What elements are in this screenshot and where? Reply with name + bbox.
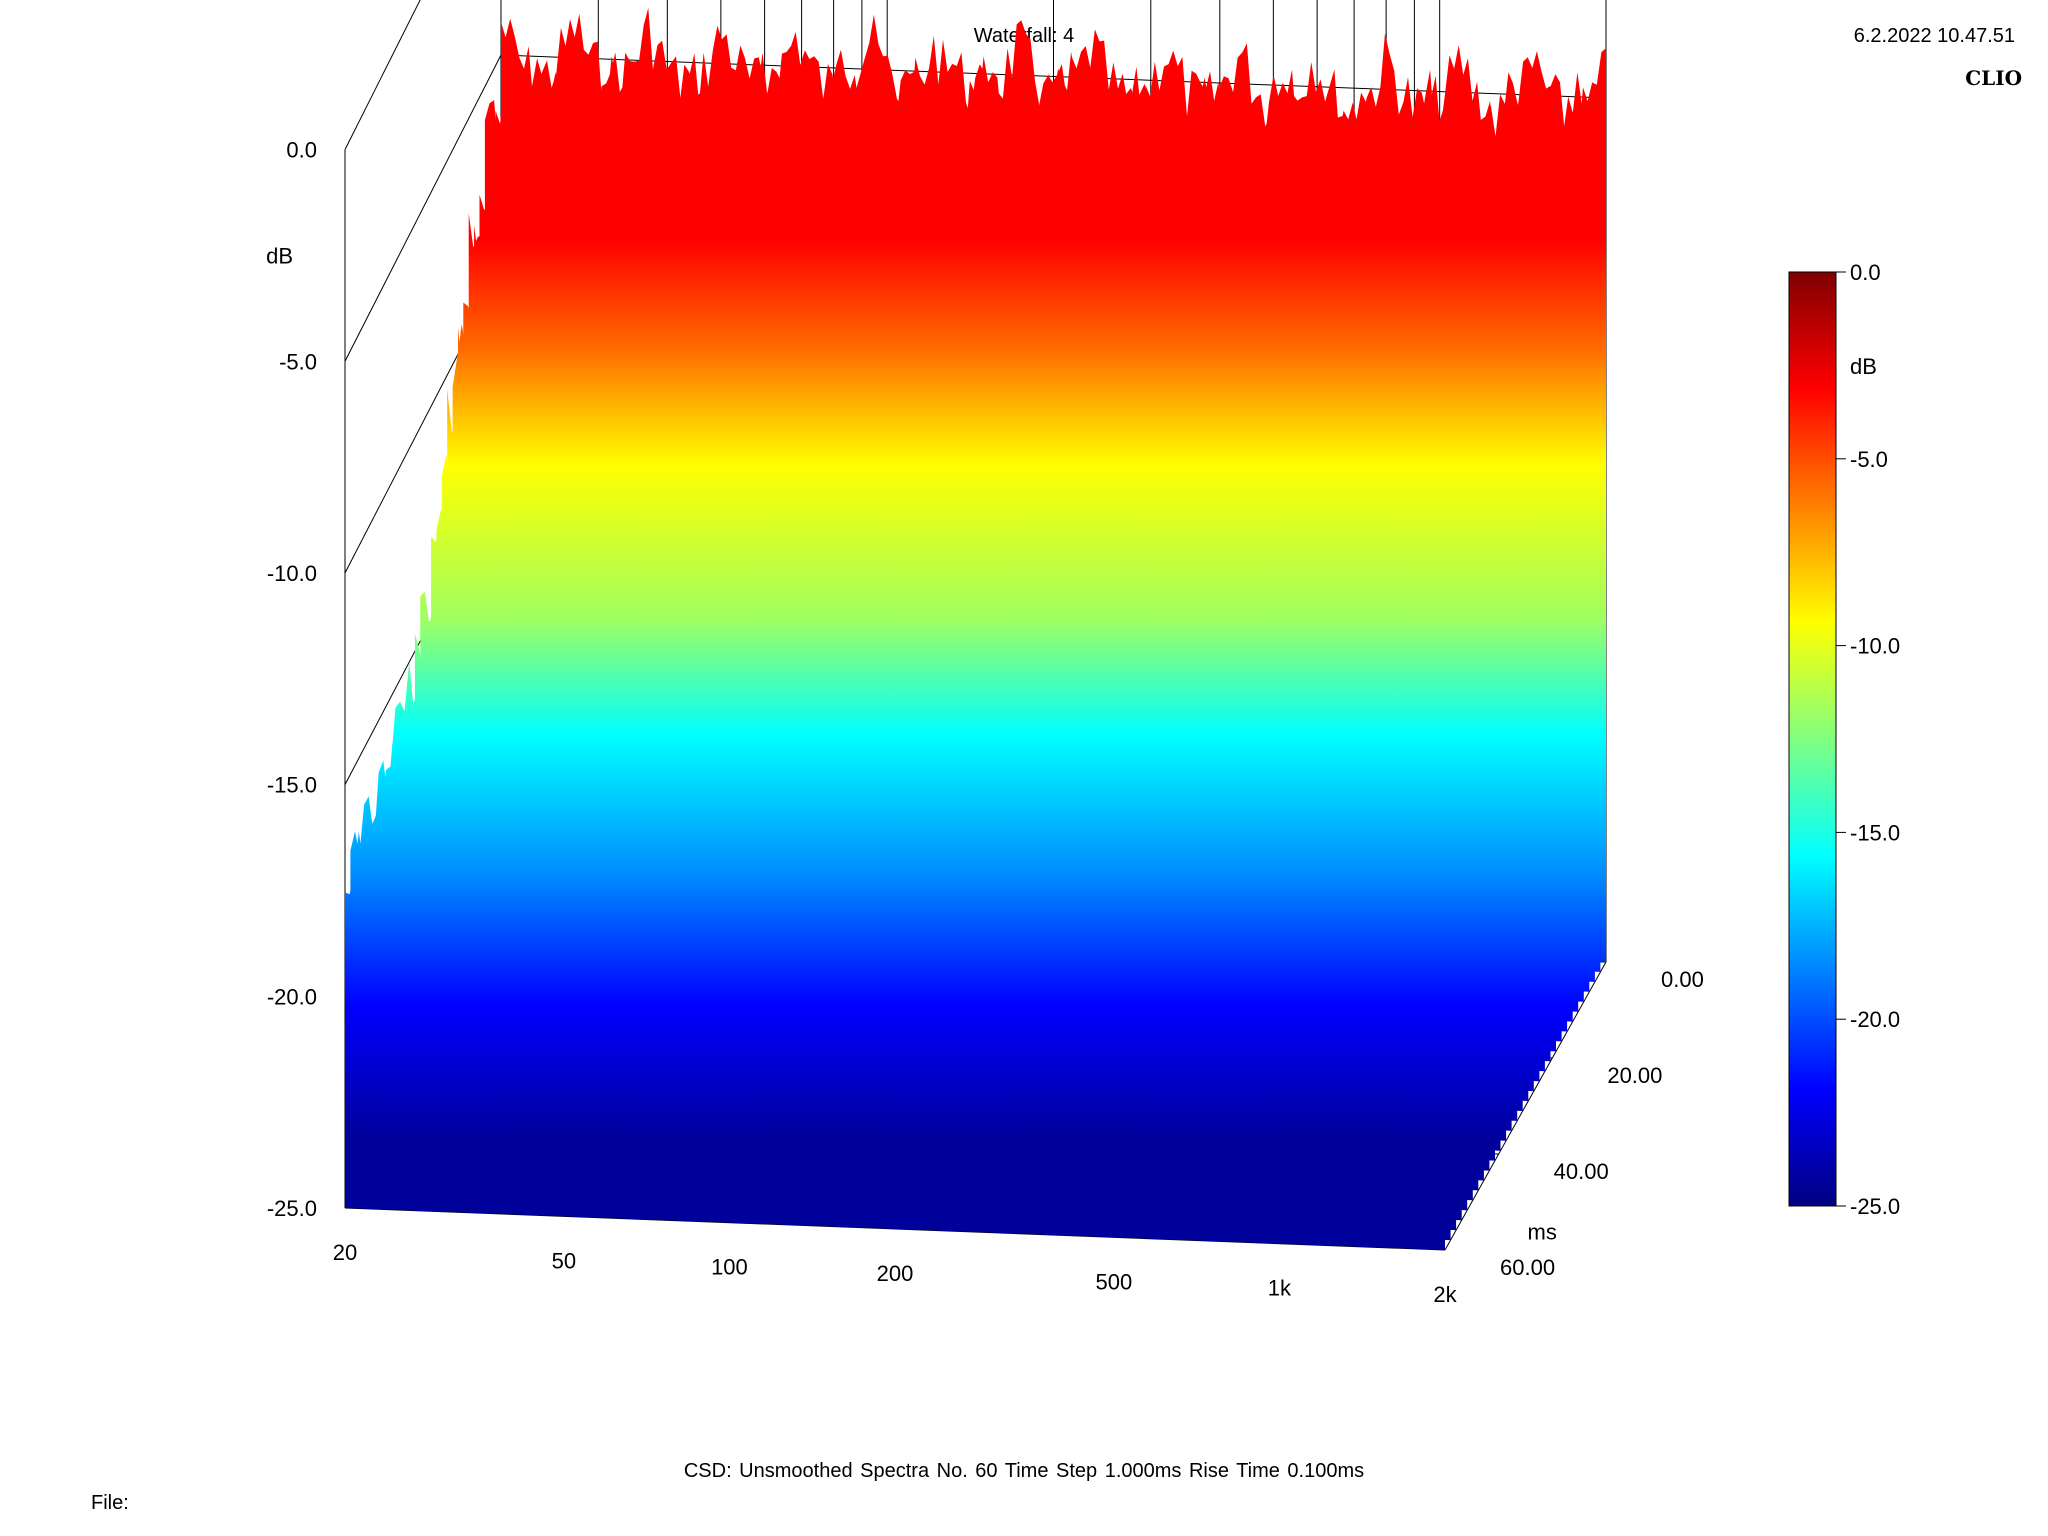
y-axis-unit: dB xyxy=(266,243,293,268)
x-tick-label: 50 xyxy=(552,1248,576,1273)
z-axis-unit: ms xyxy=(1528,1220,1557,1245)
x-tick-label: 200 xyxy=(877,1261,914,1286)
colorbar-unit: dB xyxy=(1850,354,1877,379)
left-wall-gridline-db xyxy=(344,54,502,362)
colorbar xyxy=(1788,271,1837,1207)
y-tick-label: 0.0 xyxy=(286,138,317,163)
floor-gridline-freq xyxy=(1444,961,1607,1251)
x-tick-label: 1k xyxy=(1268,1276,1292,1301)
x-tick-label: 100 xyxy=(711,1255,748,1280)
colorbar-ticks: 0.0 -5.0 -10.0 -15.0 -20.0 -25.0 dB xyxy=(1836,260,1900,1219)
x-tick-label: 20 xyxy=(333,1240,357,1265)
left-wall-gridline-db xyxy=(344,0,421,150)
x-tick-label: 500 xyxy=(1096,1269,1133,1294)
colorbar-tick-label: -10.0 xyxy=(1850,634,1900,659)
timestamp: 6.2.2022 10.47.51 xyxy=(1853,25,2015,47)
waterfall-surface xyxy=(345,7,1606,1250)
y-tick-label: -25.0 xyxy=(267,1196,317,1221)
x-tick-label: 2k xyxy=(1433,1282,1457,1307)
axis-ticks: 0.0 -5.0 -10.0 -15.0 -20.0 -25.0 dB 20 50 100 200 5… xyxy=(266,138,1704,1307)
y-tick-label: -15.0 xyxy=(267,773,317,798)
file-label: File: xyxy=(91,1492,129,1514)
y-tick-label: -5.0 xyxy=(279,349,317,374)
z-tick-label: 20.00 xyxy=(1607,1063,1662,1088)
y-tick-label: -20.0 xyxy=(267,984,317,1009)
colorbar-tick-label: -25.0 xyxy=(1850,1194,1900,1219)
z-tick-label: 0.00 xyxy=(1661,967,1704,992)
spectrum-slice xyxy=(345,454,1445,1250)
brand-logo: CLIO xyxy=(1965,66,2022,90)
colorbar-tick-label: -20.0 xyxy=(1850,1007,1900,1032)
measurement-info: CSD: Unsmoothed Spectra No. 60 Time Step… xyxy=(683,1460,1365,1482)
y-tick-label: -10.0 xyxy=(267,561,317,586)
back-wall-gridline-db xyxy=(500,54,1607,99)
colorbar-tick-label: -5.0 xyxy=(1850,447,1888,472)
colorbar-tick-label: -15.0 xyxy=(1850,820,1900,845)
colorbar-tick-label: 0.0 xyxy=(1850,260,1881,285)
z-tick-label: 60.00 xyxy=(1500,1255,1555,1280)
z-tick-label: 40.00 xyxy=(1554,1159,1609,1184)
